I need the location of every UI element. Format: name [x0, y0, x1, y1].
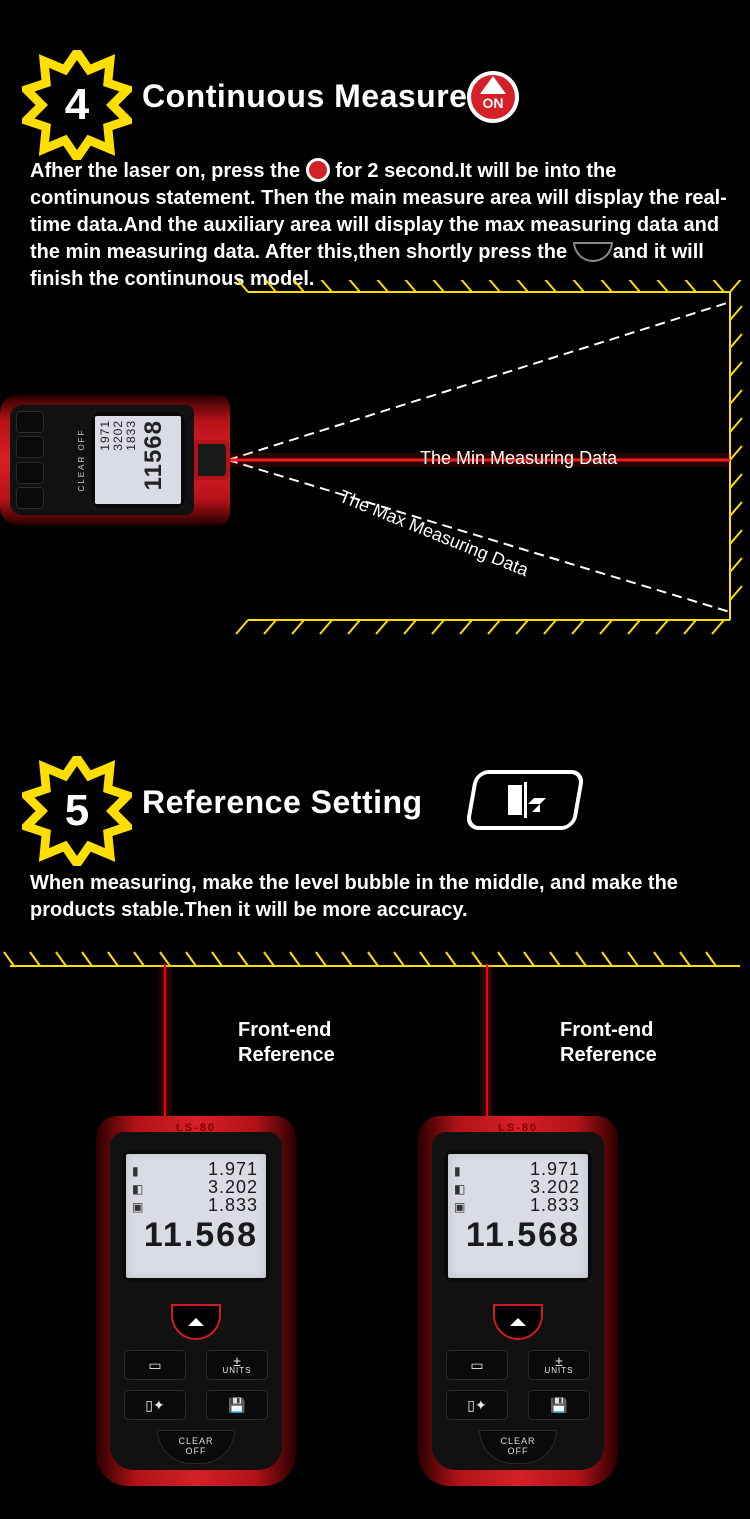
svg-text:ON: ON [483, 95, 504, 111]
keypad: ▭ ±UNITS ▯✦ 💾 [446, 1350, 590, 1420]
measuring-surface-line [0, 944, 750, 994]
device-model-label: LS-80 [418, 1122, 618, 1134]
min-measuring-label: The Min Measuring Data [420, 448, 617, 469]
max-measuring-label: The Max Measuring Data [336, 486, 531, 581]
key-reference-icon: ▯✦ [446, 1390, 508, 1420]
step-5-badge: 5 [22, 756, 132, 866]
key-units: ±UNITS [528, 1350, 590, 1380]
keypad: ▭ ±UNITS ▯✦ 💾 [124, 1350, 268, 1420]
front-end-reference-label: Front-endReference [238, 1018, 335, 1068]
laser-emitter [194, 440, 230, 480]
section-5-title: Reference Setting [142, 784, 423, 821]
key-save-icon: 💾 [206, 1390, 268, 1420]
laser-beam [482, 964, 492, 1118]
key-memory-icon: ▭ [446, 1350, 508, 1380]
laser-device-horizontal: CLEAR OFF 1971 3202 1833 11568 [0, 395, 230, 525]
key-units: ±UNITS [206, 1350, 268, 1380]
section-4-title: Continuous Measure [142, 78, 467, 115]
lcd-screen: ▮◧▣ 1.971 3.202 1.833 11.568 [444, 1150, 592, 1282]
laser-beam [160, 964, 170, 1118]
step-number: 5 [22, 756, 132, 866]
on-button-icon: ON [466, 70, 520, 124]
reference-setting-icon [465, 770, 586, 830]
laser-device-vertical: LS-80 ▮◧▣ 1.971 3.202 1.833 11.568 ▭ ±UN… [418, 1116, 618, 1486]
inline-clear-icon [573, 242, 613, 262]
lcd-screen: ▮◧▣ 1.971 3.202 1.833 11.568 [122, 1150, 270, 1282]
section-4-description: Afher the laser on, press the for 2 seco… [30, 158, 730, 293]
step-number: 4 [22, 50, 132, 160]
front-end-reference-label: Front-endReference [560, 1018, 657, 1068]
inline-on-icon [306, 158, 330, 182]
laser-device-vertical: LS-80 ▮◧▣ 1.971 3.202 1.833 11.568 ▭ ±UN… [96, 1116, 296, 1486]
key-memory-icon: ▭ [124, 1350, 186, 1380]
section-5-description: When measuring, make the level bubble in… [30, 870, 720, 924]
key-reference-icon: ▯✦ [124, 1390, 186, 1420]
device-model-label: LS-80 [96, 1122, 296, 1134]
key-save-icon: 💾 [528, 1390, 590, 1420]
step-4-badge: 4 [22, 50, 132, 160]
lcd-screen: 1971 3202 1833 11568 [91, 412, 185, 508]
